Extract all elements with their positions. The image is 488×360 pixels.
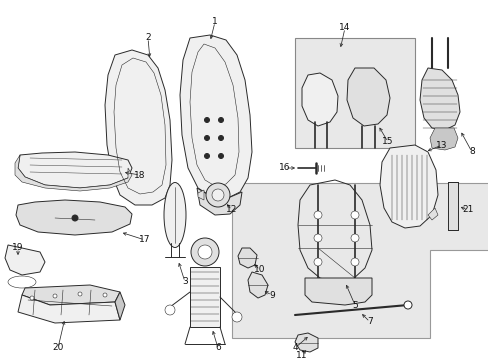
Text: 13: 13 [435, 140, 447, 149]
Polygon shape [198, 190, 203, 200]
Polygon shape [247, 272, 267, 298]
Text: 14: 14 [339, 23, 350, 32]
Circle shape [204, 135, 209, 140]
Text: 17: 17 [139, 235, 150, 244]
Text: 16: 16 [279, 163, 290, 172]
Polygon shape [294, 333, 317, 352]
Circle shape [205, 183, 229, 207]
Polygon shape [419, 68, 459, 130]
Text: 9: 9 [268, 291, 274, 300]
Text: 12: 12 [226, 206, 237, 215]
Polygon shape [379, 145, 437, 228]
Circle shape [204, 117, 209, 122]
Circle shape [198, 245, 212, 259]
Text: 8: 8 [468, 148, 474, 157]
Polygon shape [429, 128, 457, 150]
Text: 10: 10 [254, 266, 265, 274]
Text: 19: 19 [12, 243, 24, 252]
Circle shape [103, 293, 107, 297]
Polygon shape [180, 35, 251, 198]
Circle shape [218, 135, 223, 140]
Circle shape [212, 189, 224, 201]
Text: 4: 4 [292, 343, 297, 352]
Circle shape [403, 301, 411, 309]
Polygon shape [427, 208, 437, 220]
Ellipse shape [163, 183, 185, 248]
Circle shape [313, 211, 321, 219]
Polygon shape [115, 292, 125, 320]
Circle shape [218, 117, 223, 122]
Circle shape [313, 258, 321, 266]
Polygon shape [5, 245, 45, 275]
Circle shape [350, 211, 358, 219]
Polygon shape [190, 267, 220, 327]
Text: 11: 11 [296, 351, 307, 360]
Text: 3: 3 [182, 278, 187, 287]
Polygon shape [231, 183, 488, 338]
Text: 18: 18 [134, 171, 145, 180]
Circle shape [164, 305, 175, 315]
Circle shape [191, 238, 219, 266]
Circle shape [218, 153, 223, 158]
Text: 2: 2 [145, 33, 150, 42]
Polygon shape [22, 285, 120, 305]
Text: 7: 7 [366, 318, 372, 327]
Circle shape [313, 234, 321, 242]
Circle shape [231, 312, 242, 322]
Polygon shape [447, 182, 457, 230]
Text: 1: 1 [212, 18, 218, 27]
Polygon shape [302, 73, 337, 126]
Text: 15: 15 [382, 138, 393, 147]
Circle shape [204, 153, 209, 158]
Text: 21: 21 [461, 206, 473, 215]
Polygon shape [16, 200, 132, 235]
Polygon shape [238, 248, 257, 268]
Polygon shape [294, 38, 414, 148]
Circle shape [30, 296, 34, 300]
Polygon shape [18, 152, 132, 188]
Polygon shape [105, 50, 172, 205]
Circle shape [53, 294, 57, 298]
Text: 20: 20 [52, 343, 63, 352]
Text: 6: 6 [215, 343, 221, 352]
Polygon shape [346, 68, 389, 126]
Polygon shape [15, 155, 132, 191]
Polygon shape [197, 188, 242, 215]
Circle shape [350, 234, 358, 242]
Circle shape [72, 215, 78, 221]
Polygon shape [305, 278, 371, 305]
Polygon shape [18, 295, 120, 323]
Circle shape [350, 258, 358, 266]
Circle shape [78, 292, 82, 296]
Text: 5: 5 [351, 301, 357, 310]
